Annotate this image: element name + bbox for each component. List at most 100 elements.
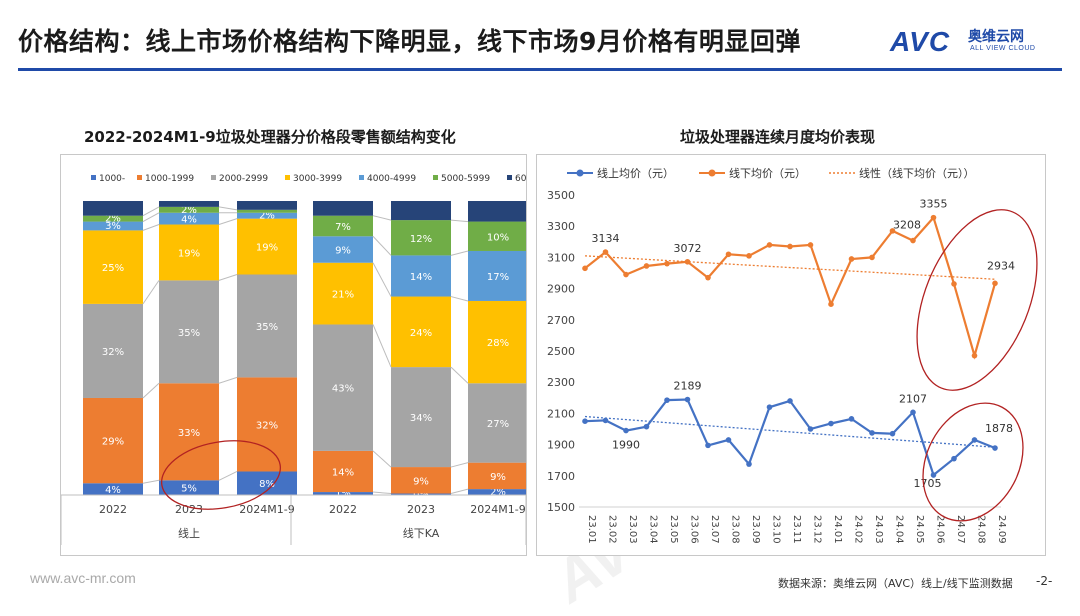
legend-swatch-6 <box>507 175 512 180</box>
point-0-13 <box>848 416 855 422</box>
bar-label-线上-0-0: 4% <box>105 485 121 496</box>
connector-线下KA-1-3 <box>450 296 469 302</box>
data-label-1-17: 3355 <box>920 198 948 211</box>
bar-label-线上-1-4: 4% <box>181 215 197 226</box>
x-tick-7: 23.08 <box>730 515 741 544</box>
bar-label-线下KA-0-2: 43% <box>332 384 354 395</box>
x-tick-19: 24.08 <box>976 515 987 544</box>
bar-label-线下KA-2-0: 2% <box>490 487 506 498</box>
x-tick-6: 23.07 <box>709 515 720 544</box>
bar-seg-线上-0-2 <box>83 303 143 398</box>
group-label-1: 线下KA <box>403 526 440 540</box>
bar-seg-线上-1-2 <box>159 280 219 384</box>
header-rule <box>18 68 1062 71</box>
y-tick-0: 1500 <box>547 501 575 514</box>
highlight-circle-offline <box>916 209 1038 391</box>
bar-seg-线上-0-3 <box>83 230 143 304</box>
point-0-7 <box>725 437 732 443</box>
connector-线上-0-0 <box>142 479 160 484</box>
bar-seg-线下KA-2-3 <box>468 300 528 384</box>
x-tick-1: 23.02 <box>607 515 618 544</box>
category-label-线下KA-0: 2022 <box>329 503 357 516</box>
bar-label-线下KA-1-5: 12% <box>410 234 432 245</box>
bar-seg-线上-1-5 <box>159 206 219 213</box>
point-0-4 <box>664 397 670 403</box>
connector-线上-0-4 <box>142 212 160 223</box>
point-0-18 <box>951 455 957 462</box>
bar-seg-线上-0-4 <box>83 221 143 231</box>
x-tick-4: 23.05 <box>668 515 679 544</box>
legend-swatch-4 <box>359 175 364 180</box>
bar-label-线下KA-1-1: 9% <box>413 476 429 487</box>
bar-label-线上-2-2: 35% <box>256 322 278 333</box>
legend-label-2: 2000-2999 <box>219 174 268 184</box>
trendline-0 <box>584 415 996 448</box>
connector-线下KA-1-1 <box>450 462 469 468</box>
point-1-8 <box>746 253 752 259</box>
bar-seg-线上-1-0 <box>159 480 219 495</box>
bar-label-线上-0-3: 25% <box>102 263 124 274</box>
point-1-7 <box>725 251 732 258</box>
bar-seg-线上-1-3 <box>159 224 219 281</box>
highlight-circle-online <box>922 402 1024 522</box>
bar-seg-线下KA-0-5 <box>313 215 373 237</box>
legend-label-online: 线上均价（元） <box>597 166 674 180</box>
x-tick-18: 24.07 <box>955 515 966 544</box>
connector-线下KA-0-0 <box>372 491 392 495</box>
bar-seg-线下KA-1-2 <box>391 367 451 468</box>
bar-seg-线下KA-1-0 <box>391 493 451 495</box>
y-tick-7: 2900 <box>547 283 575 296</box>
bar-label-线下KA-2-2: 27% <box>487 419 509 430</box>
right-chart-frame: 线上均价（元） 线下均价（元） 线性（线下均价（元）） 1500 1700 1900 210… <box>536 154 1046 556</box>
bar-seg-线下KA-2-6 <box>468 201 528 222</box>
point-0-11 <box>807 426 814 432</box>
legend-label-0: 1000- <box>99 174 125 184</box>
category-label-线上-1: 2023 <box>175 503 203 516</box>
y-tick-2: 1900 <box>547 439 575 452</box>
x-tick-8: 23.09 <box>750 515 761 544</box>
bar-seg-线上-0-6 <box>83 201 143 216</box>
point-0-3 <box>643 423 650 430</box>
y-tick-10: 3500 <box>547 189 575 202</box>
bar-seg-线上-2-4 <box>237 212 297 219</box>
bar-seg-线下KA-0-4 <box>313 236 373 263</box>
point-0-16 <box>910 409 916 416</box>
point-0-12 <box>828 420 834 427</box>
bar-seg-线下KA-0-3 <box>313 262 373 325</box>
data-label-0-2: 1990 <box>612 439 640 452</box>
connector-线上-0-2 <box>142 280 160 305</box>
logo-cn: 奥维云网 <box>968 29 1024 45</box>
x-tick-12: 24.01 <box>832 515 843 544</box>
point-0-0 <box>582 418 588 425</box>
legend-swatch-0 <box>91 175 96 180</box>
bar-label-线上-2-3: 19% <box>256 243 278 254</box>
website-url[interactable]: www.avc-mr.com <box>30 570 136 586</box>
x-tick-5: 23.06 <box>689 515 700 544</box>
x-tick-10: 23.11 <box>791 515 802 544</box>
legend-label-6: 6000+ <box>515 174 526 184</box>
bar-seg-线下KA-1-1 <box>391 467 451 494</box>
connector-线上-1-5 <box>218 206 238 211</box>
y-tick-6: 2700 <box>547 314 575 327</box>
point-1-0 <box>582 265 588 272</box>
bar-seg-线上-1-1 <box>159 383 219 481</box>
data-label-0-16: 2107 <box>899 392 927 405</box>
connector-线上-1-2 <box>218 274 238 281</box>
bar-label-线下KA-2-3: 28% <box>487 338 509 349</box>
point-0-5 <box>684 396 691 403</box>
y-tick-8: 3100 <box>547 251 575 264</box>
bar-seg-线下KA-2-1 <box>468 462 528 490</box>
connector-线上-1-0 <box>218 471 238 481</box>
bar-label-线下KA-1-3: 24% <box>410 328 432 339</box>
bar-seg-线下KA-2-5 <box>468 221 528 251</box>
y-tick-5: 2500 <box>547 345 575 358</box>
legend-label-offline: 线下均价（元） <box>729 166 806 180</box>
bar-seg-线下KA-1-5 <box>391 220 451 256</box>
bar-label-线上-1-2: 35% <box>178 328 200 339</box>
point-1-9 <box>766 242 773 248</box>
point-0-19 <box>971 437 978 443</box>
x-tick-14: 24.03 <box>873 515 884 544</box>
category-label-线上-0: 2022 <box>99 503 127 516</box>
page-number: -2- <box>1036 574 1053 588</box>
x-tick-17: 24.06 <box>935 515 946 544</box>
